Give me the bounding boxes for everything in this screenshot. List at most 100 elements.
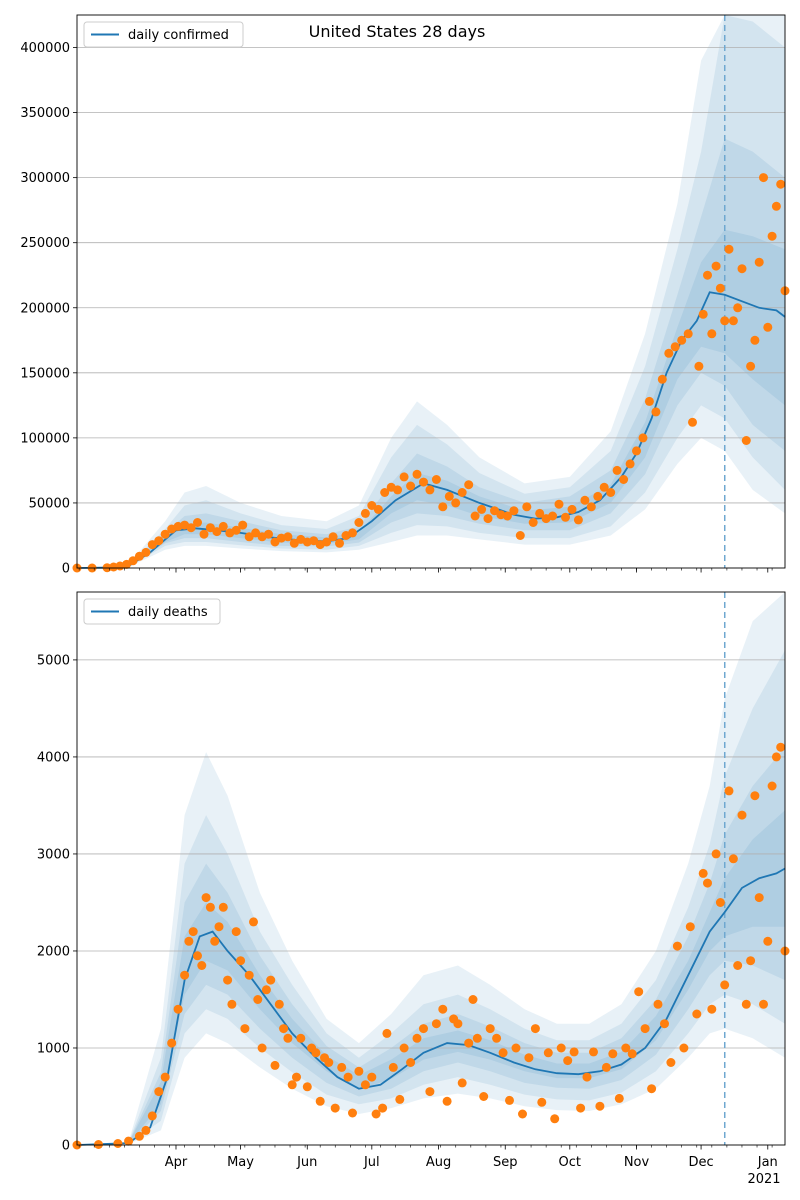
data-point	[231, 927, 241, 937]
data-point	[167, 1038, 177, 1048]
y-tick-label: 200000	[20, 301, 70, 316]
data-point	[210, 936, 220, 946]
data-point	[343, 1072, 353, 1082]
data-point	[354, 1066, 364, 1076]
data-point	[451, 498, 461, 508]
data-point	[160, 529, 170, 539]
data-point	[664, 348, 674, 358]
data-point	[595, 1101, 605, 1111]
x-year-label: 2021	[747, 1172, 780, 1187]
data-point	[274, 999, 284, 1009]
data-point	[472, 1033, 482, 1043]
data-point	[197, 961, 207, 970]
data-point	[205, 523, 215, 533]
data-point	[776, 179, 786, 189]
y-tick-label: 4000	[37, 750, 70, 765]
data-point	[94, 1140, 103, 1149]
data-point	[569, 1047, 579, 1057]
data-point	[382, 1028, 392, 1038]
data-point	[236, 956, 246, 966]
data-point	[257, 1043, 267, 1053]
data-point	[371, 1109, 381, 1119]
data-point	[324, 1058, 334, 1067]
data-point	[223, 975, 233, 985]
data-point	[685, 922, 695, 932]
data-point	[266, 975, 276, 985]
data-point	[580, 495, 590, 505]
x-tick-label: May	[227, 1155, 254, 1170]
data-point	[395, 1094, 405, 1104]
data-point	[666, 1058, 676, 1067]
data-point	[388, 1062, 398, 1072]
data-point	[251, 528, 261, 538]
data-point	[309, 536, 319, 546]
legend: daily deaths	[83, 598, 221, 625]
data-point	[498, 1048, 508, 1058]
data-point	[548, 511, 558, 521]
data-point	[348, 1108, 357, 1118]
data-point	[141, 1125, 151, 1135]
y-tick-label: 250000	[20, 236, 70, 251]
data-point	[528, 518, 538, 527]
data-point	[632, 446, 641, 456]
data-point	[754, 257, 764, 267]
data-point	[502, 511, 512, 521]
uncertainty-band-1	[77, 15, 785, 568]
data-point	[184, 936, 194, 946]
uncertainty-band-2	[77, 15, 785, 568]
data-point	[425, 1087, 435, 1097]
x-tick-label: Dec	[688, 1155, 713, 1170]
data-point	[442, 1096, 452, 1106]
data-point	[537, 1097, 547, 1107]
data-point	[173, 1004, 183, 1014]
data-point	[535, 508, 545, 518]
data-point	[567, 504, 577, 514]
data-point	[563, 1056, 573, 1066]
data-point	[311, 1048, 321, 1058]
data-point	[589, 1047, 598, 1057]
axes-frame	[76, 14, 786, 569]
data-point	[264, 529, 273, 539]
data-point	[205, 902, 215, 912]
data-point	[627, 1049, 637, 1059]
data-point	[767, 231, 777, 241]
data-point	[601, 1062, 611, 1072]
data-point	[759, 173, 768, 183]
data-point	[737, 264, 747, 274]
data-point	[367, 501, 377, 510]
data-point	[741, 999, 751, 1009]
data-point	[679, 1043, 689, 1053]
data-point	[134, 1131, 144, 1141]
data-point	[776, 742, 786, 752]
data-point	[141, 547, 151, 557]
data-point	[720, 316, 730, 326]
data-point	[694, 361, 704, 371]
y-tick-label: 0	[62, 562, 70, 577]
data-point	[522, 502, 532, 512]
data-point	[270, 1060, 280, 1070]
data-point	[244, 970, 254, 980]
uncertainty-band-3	[77, 747, 785, 1145]
chart-title: United States 28 days	[309, 22, 486, 41]
data-point	[573, 515, 583, 525]
y-tick-label: 5000	[37, 653, 70, 668]
data-point	[212, 527, 222, 537]
data-point	[468, 995, 478, 1004]
x-tick-label: Sep	[493, 1155, 518, 1170]
data-point	[261, 985, 271, 995]
data-point	[147, 540, 157, 550]
data-point	[464, 480, 474, 490]
data-point	[322, 537, 332, 547]
plot-area	[77, 15, 785, 568]
data-point	[672, 941, 682, 951]
data-point	[279, 1024, 289, 1034]
x-tick-label: Aug	[426, 1155, 451, 1170]
data-point	[231, 525, 241, 535]
data-point	[186, 523, 196, 533]
data-point	[360, 1080, 370, 1090]
data-point	[733, 961, 743, 970]
data-point	[771, 752, 781, 762]
data-point	[283, 1033, 293, 1043]
data-point	[625, 459, 635, 469]
data-point	[599, 482, 609, 492]
